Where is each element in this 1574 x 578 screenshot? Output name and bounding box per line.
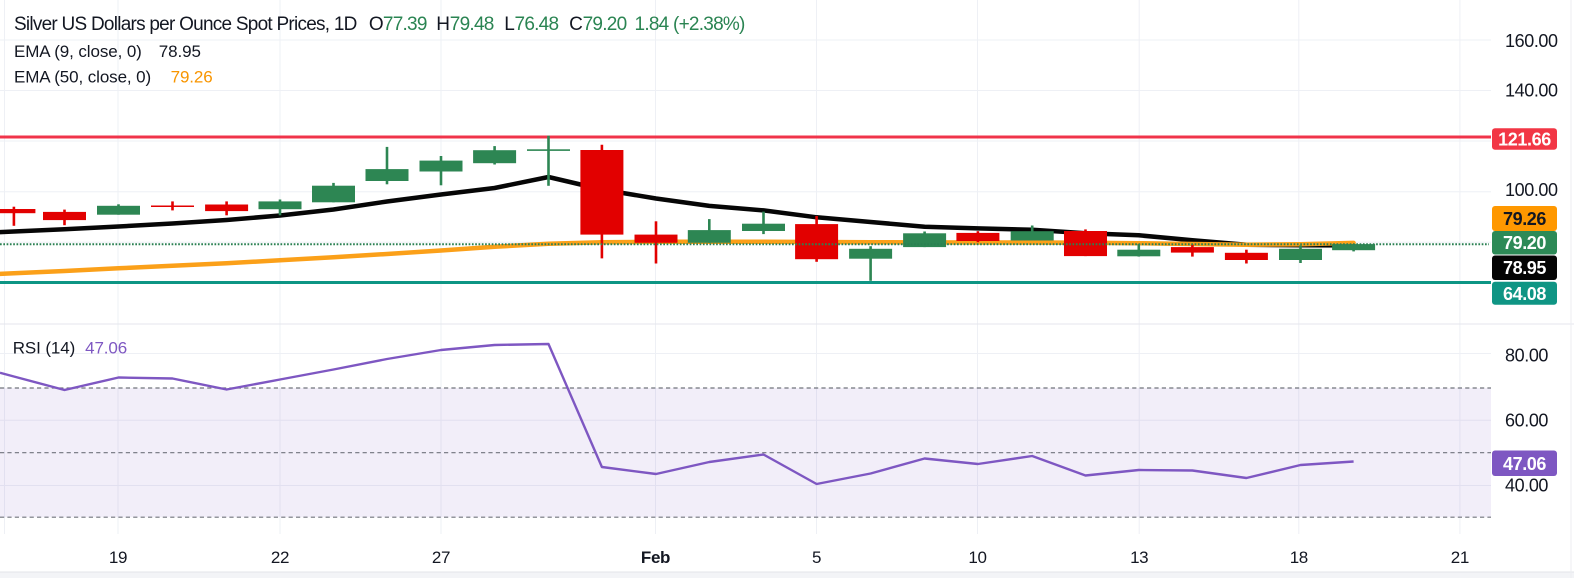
svg-text:19: 19: [109, 548, 127, 567]
svg-text:Silver US Dollars per Ounce Sp: Silver US Dollars per Ounce Spot Prices,…: [14, 14, 357, 35]
svg-text:21: 21: [1451, 548, 1469, 567]
svg-text:EMA (50, close, 0): EMA (50, close, 0): [14, 68, 151, 87]
svg-text:C: C: [569, 14, 582, 35]
svg-text:O: O: [369, 14, 383, 35]
svg-text:L: L: [504, 14, 514, 35]
svg-text:13: 13: [1130, 548, 1148, 567]
svg-text:79.20: 79.20: [583, 14, 627, 35]
svg-text:H: H: [436, 14, 449, 35]
svg-text:60.00: 60.00: [1505, 411, 1548, 431]
svg-text:5: 5: [812, 548, 821, 567]
svg-text:1.84 (+2.38%): 1.84 (+2.38%): [635, 14, 746, 35]
svg-text:RSI (14): RSI (14): [13, 339, 75, 358]
svg-text:160.00: 160.00: [1505, 31, 1558, 51]
svg-text:10: 10: [968, 548, 986, 567]
svg-text:Feb: Feb: [641, 548, 670, 567]
svg-text:140.00: 140.00: [1505, 80, 1558, 100]
svg-text:EMA (9, close, 0): EMA (9, close, 0): [14, 42, 142, 61]
svg-text:47.06: 47.06: [85, 339, 127, 358]
svg-text:78.95: 78.95: [1503, 258, 1546, 278]
svg-text:18: 18: [1290, 548, 1308, 567]
svg-text:80.00: 80.00: [1505, 346, 1548, 366]
svg-text:79.48: 79.48: [450, 14, 494, 35]
svg-text:64.08: 64.08: [1503, 284, 1546, 304]
svg-text:100.00: 100.00: [1505, 180, 1558, 200]
svg-text:78.95: 78.95: [159, 42, 201, 61]
svg-text:47.06: 47.06: [1503, 454, 1546, 474]
svg-text:79.26: 79.26: [1503, 209, 1546, 229]
svg-text:40.00: 40.00: [1505, 475, 1548, 495]
svg-text:22: 22: [271, 548, 289, 567]
svg-text:79.26: 79.26: [171, 68, 213, 87]
svg-text:79.20: 79.20: [1503, 233, 1546, 253]
svg-text:77.39: 77.39: [383, 14, 427, 35]
svg-text:76.48: 76.48: [515, 14, 559, 35]
svg-text:27: 27: [432, 548, 450, 567]
svg-text:121.66: 121.66: [1498, 129, 1551, 149]
